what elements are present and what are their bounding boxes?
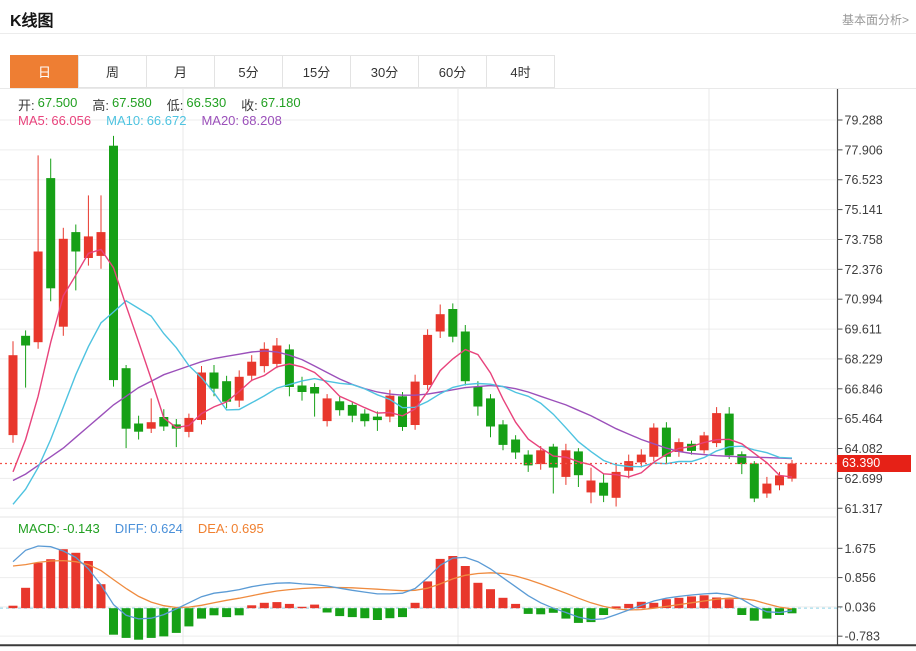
svg-text:61.317: 61.317 bbox=[845, 502, 883, 516]
svg-text:70.994: 70.994 bbox=[845, 293, 883, 307]
ma20-line bbox=[12, 350, 793, 482]
legend-close: 收: 67.180 bbox=[241, 95, 301, 113]
svg-text:73.758: 73.758 bbox=[845, 233, 883, 247]
header-divider bbox=[0, 33, 916, 34]
svg-text:68.229: 68.229 bbox=[845, 352, 883, 366]
tab-15min[interactable]: 15分 bbox=[282, 55, 351, 88]
svg-text:77.906: 77.906 bbox=[845, 143, 883, 157]
svg-text:76.523: 76.523 bbox=[845, 173, 883, 187]
legend-diff: DIFF: 0.624 bbox=[114, 521, 183, 536]
legend-low: 低: 66.530 bbox=[166, 95, 227, 113]
svg-text:79.288: 79.288 bbox=[845, 114, 883, 128]
legend-macd: MACD: -0.143 bbox=[18, 521, 100, 536]
tab-60min[interactable]: 60分 bbox=[418, 55, 487, 88]
page-title: K线图 bbox=[10, 13, 54, 30]
diff-line bbox=[12, 545, 793, 621]
svg-text:0.856: 0.856 bbox=[845, 571, 876, 585]
tabs-divider bbox=[0, 88, 916, 89]
svg-text:1.675: 1.675 bbox=[845, 542, 876, 556]
tab-30min[interactable]: 30分 bbox=[350, 55, 419, 88]
ma-legend: MA5: 66.056 MA10: 66.672 MA20: 68.208 bbox=[18, 113, 297, 128]
dea-line bbox=[12, 559, 793, 611]
legend-high: 高: 67.580 bbox=[92, 95, 152, 113]
ma5-line bbox=[12, 248, 793, 478]
grid-layer bbox=[0, 89, 836, 645]
legend-dea: DEA: 0.695 bbox=[197, 521, 264, 536]
interval-tabs: 日 周 月 5分 15分 30分 60分 4时 bbox=[10, 55, 555, 88]
svg-text:-0.783: -0.783 bbox=[845, 630, 880, 644]
svg-text:75.141: 75.141 bbox=[845, 203, 883, 217]
tab-day[interactable]: 日 bbox=[10, 55, 79, 88]
tab-4hour[interactable]: 4时 bbox=[486, 55, 555, 88]
svg-text:62.699: 62.699 bbox=[845, 472, 883, 486]
svg-text:0.036: 0.036 bbox=[845, 600, 876, 614]
svg-text:72.376: 72.376 bbox=[845, 263, 883, 277]
price-axis-labels: 79.288 77.906 76.523 75.141 73.758 72.376 70.9… bbox=[837, 114, 883, 516]
candles-layer bbox=[8, 135, 797, 507]
macd-histogram bbox=[8, 549, 797, 640]
tab-week[interactable]: 周 bbox=[78, 55, 147, 88]
tab-month[interactable]: 月 bbox=[146, 55, 215, 88]
ohlc-legend: 开: 67.500 高: 67.580 低: 66.530 收: 67.180 bbox=[18, 95, 316, 114]
svg-text:66.846: 66.846 bbox=[845, 382, 883, 396]
svg-text:64.082: 64.082 bbox=[845, 442, 883, 456]
legend-ma20: MA20: 68.208 bbox=[201, 113, 282, 128]
legend-ma5: MA5: 66.056 bbox=[18, 113, 92, 128]
svg-text:69.611: 69.611 bbox=[845, 323, 882, 337]
ma10-line bbox=[12, 299, 793, 505]
legend-open: 开: 67.500 bbox=[18, 95, 78, 113]
current-price-badge: 63.390 bbox=[837, 455, 911, 472]
svg-text:65.464: 65.464 bbox=[845, 412, 883, 426]
tab-5min[interactable]: 5分 bbox=[214, 55, 283, 88]
fundamental-analysis-link[interactable]: 基本面分析> bbox=[841, 13, 909, 27]
macd-axis-labels: 1.675 0.856 0.036 -0.783 bbox=[837, 542, 880, 644]
legend-ma10: MA10: 66.672 bbox=[106, 113, 187, 128]
macd-legend: MACD: -0.143 DIFF: 0.624 DEA: 0.695 bbox=[18, 521, 279, 536]
